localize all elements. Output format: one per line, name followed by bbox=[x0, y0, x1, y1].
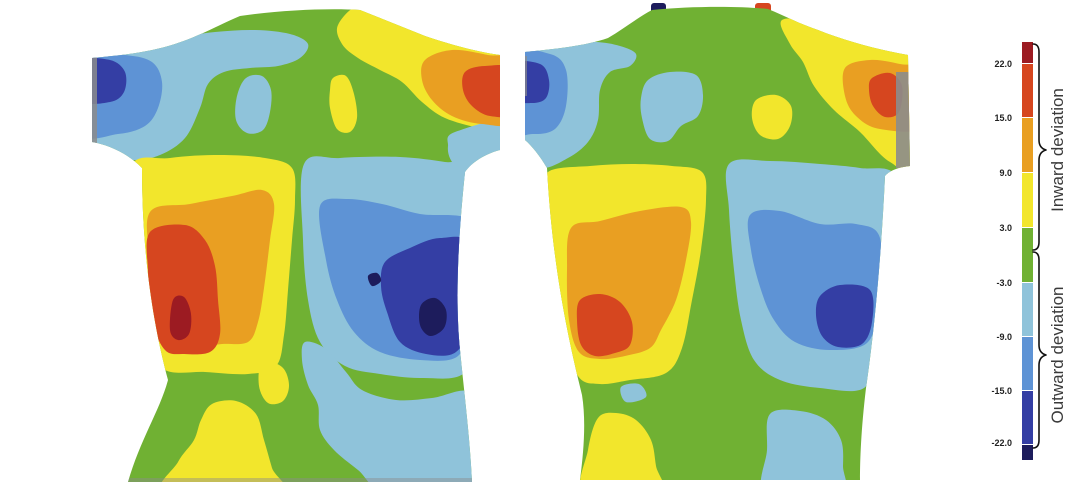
color-scale-bar bbox=[1022, 42, 1033, 460]
color-bin-red bbox=[1022, 64, 1033, 117]
contour-region-yellow bbox=[580, 412, 665, 480]
scan-edge bbox=[525, 56, 527, 96]
contour-region-yellow bbox=[258, 360, 290, 405]
right-contour-regions bbox=[525, 18, 910, 480]
inward-deviation-label: Inward deviation bbox=[1048, 88, 1067, 212]
color-bin-light-blue bbox=[1022, 283, 1033, 336]
tick-label: -22.0 bbox=[991, 438, 1012, 448]
left-contour-regions bbox=[92, 9, 500, 482]
color-bin-dark-red bbox=[1022, 42, 1033, 63]
contour-region-dark-blue bbox=[380, 236, 475, 356]
contour-region-light-blue bbox=[620, 383, 647, 403]
outward-deviation-label: Outward deviation bbox=[1048, 286, 1067, 423]
color-bin-navy bbox=[1022, 445, 1033, 460]
contour-region-red bbox=[576, 293, 633, 357]
contour-region-yellow bbox=[751, 94, 793, 140]
contour-region-light-blue bbox=[760, 409, 847, 480]
left-back-deviation-map bbox=[92, 9, 500, 482]
contour-region-dark-blue bbox=[815, 284, 874, 348]
inward-brace bbox=[1032, 43, 1047, 251]
tick-label: -15.0 bbox=[991, 386, 1012, 396]
tick-label: -3.0 bbox=[996, 278, 1012, 288]
color-bin-blue bbox=[1022, 337, 1033, 390]
color-scale-ticks: 22.0 15.0 9.0 3.0 -3.0 -9.0 -15.0 -22.0 bbox=[991, 59, 1012, 448]
color-bin-green bbox=[1022, 228, 1033, 282]
contour-region-navy bbox=[418, 297, 447, 337]
contour-region-light-blue bbox=[301, 341, 488, 482]
contour-region-yellow bbox=[329, 74, 358, 133]
tick-label: -9.0 bbox=[996, 332, 1012, 342]
contour-region-red bbox=[462, 65, 500, 118]
contour-region-light-blue bbox=[235, 74, 272, 134]
contour-region-dark-blue bbox=[92, 57, 127, 104]
tick-label: 15.0 bbox=[994, 113, 1012, 123]
color-bin-yellow bbox=[1022, 173, 1033, 227]
contour-region-red bbox=[146, 224, 221, 355]
outward-brace bbox=[1032, 251, 1047, 449]
tick-label: 22.0 bbox=[994, 59, 1012, 69]
tick-label: 9.0 bbox=[999, 168, 1012, 178]
scan-edge bbox=[92, 56, 97, 144]
contour-region-navy bbox=[367, 272, 382, 287]
contour-region-dark-red bbox=[169, 295, 192, 341]
contour-region-light-blue bbox=[640, 71, 704, 143]
color-bin-dark-blue bbox=[1022, 391, 1033, 444]
tick-label: 3.0 bbox=[999, 223, 1012, 233]
contour-region-dark-blue bbox=[525, 60, 550, 104]
right-back-deviation-map bbox=[525, 3, 910, 480]
color-scale: 22.0 15.0 9.0 3.0 -3.0 -9.0 -15.0 -22.0 … bbox=[991, 42, 1067, 460]
contour-region-red bbox=[868, 72, 903, 118]
contour-region-yellow bbox=[159, 400, 287, 482]
color-bin-orange bbox=[1022, 118, 1033, 172]
scan-edge bbox=[125, 478, 475, 482]
scan-edge bbox=[896, 72, 910, 168]
